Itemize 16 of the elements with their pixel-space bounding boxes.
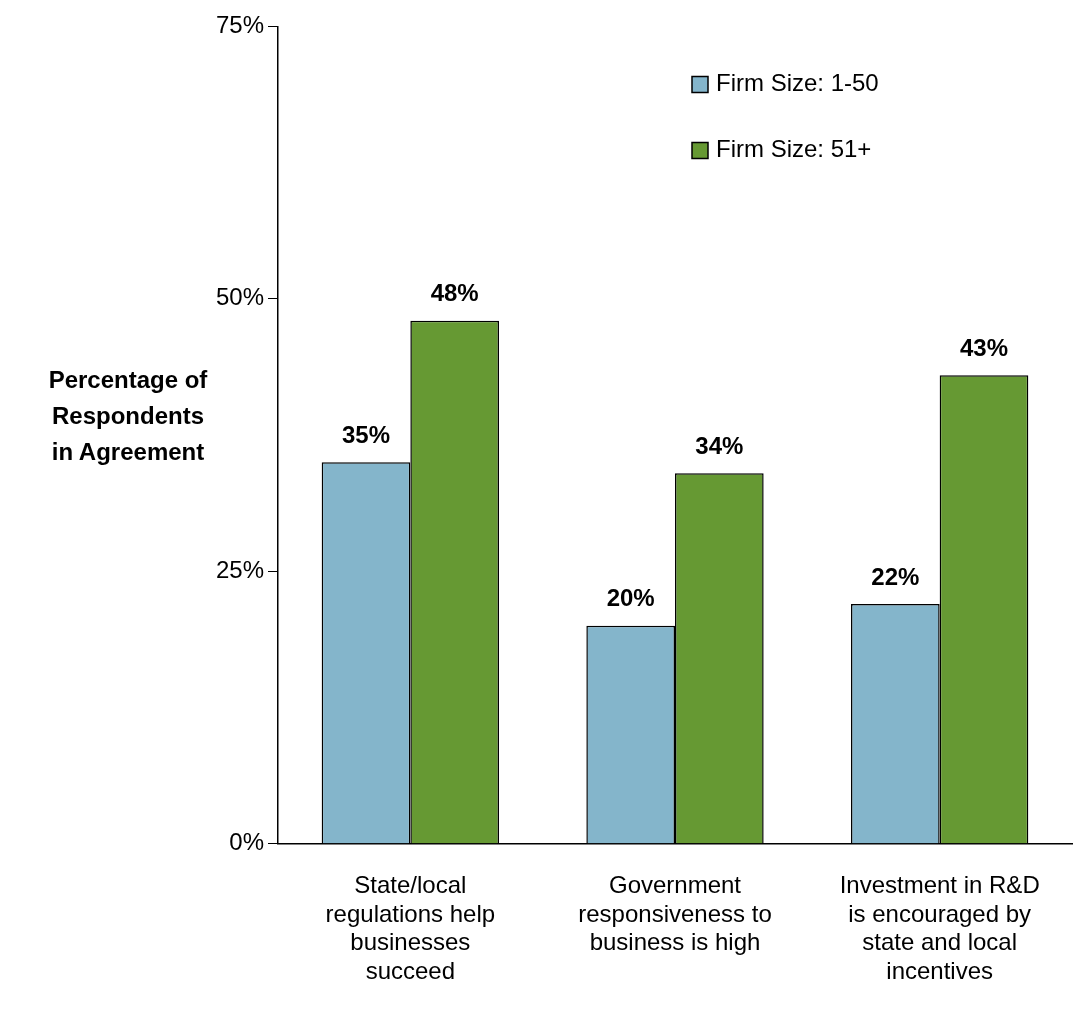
y-tick-label: 0% [229,828,264,856]
x-tick-label: Investment in R&D is encouraged by state and local incentives [839,870,1040,985]
data-label: 34% [695,431,744,459]
data-label: 43% [959,333,1009,361]
data-label: 20% [606,584,655,612]
y-tick-label: 25% [215,555,264,583]
data-label: 48% [430,279,479,307]
x-tick-label: Government responsiveness to business is high [578,870,772,956]
data-label: 22% [871,562,920,590]
y-tick-label: 50% [215,283,264,311]
y-tick-label: 75% [215,11,264,39]
x-tick-label: State/local regulations help businesses succeed [325,870,496,985]
legend-label: Firm Size: 1-50 [716,69,879,97]
legend-label: Firm Size: 51+ [716,135,872,163]
data-label: 35% [341,420,391,448]
y-axis-title: Percentage of Respondents in Agreement [48,365,209,465]
